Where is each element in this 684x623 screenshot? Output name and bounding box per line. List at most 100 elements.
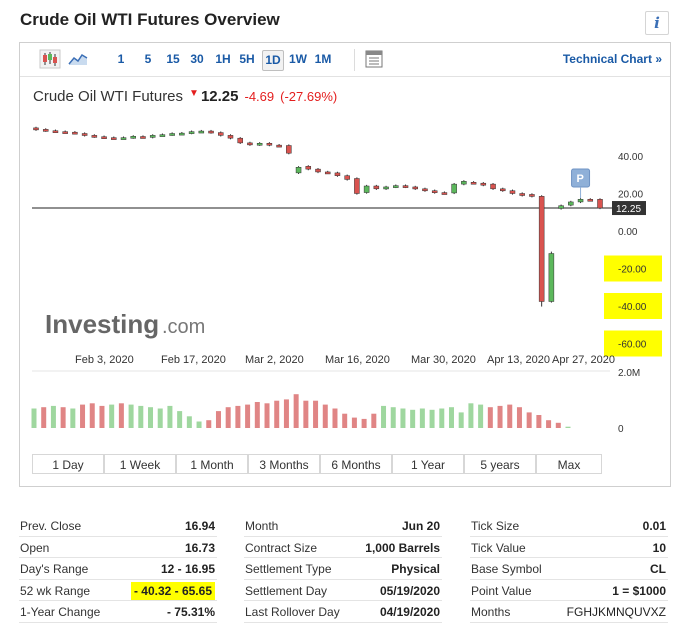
price-chart[interactable]: 40.00 20.00 0.00 -20.00 -40.00 -60.00 12.25 P In…: [20, 43, 670, 486]
candle: [548, 253, 555, 302]
candlestick-chart-icon[interactable]: [39, 49, 61, 69]
interval-button-30[interactable]: 30: [190, 52, 204, 66]
stat-value: 1 = $1000: [612, 583, 666, 598]
technical-chart-link[interactable]: Technical Chart »: [562, 52, 662, 66]
volume-bar: [264, 403, 270, 428]
volume-bar: [351, 417, 357, 428]
range-button-1-day[interactable]: 1 Day: [32, 454, 104, 474]
candle: [373, 185, 380, 190]
interval-button-15[interactable]: 15: [166, 52, 180, 66]
x-tick-label: Feb 17, 2020: [161, 354, 226, 366]
range-button-3-months[interactable]: 3 Months: [248, 454, 320, 474]
stats-column: Prev. Close 16.94 Open 16.73 Day's Range 12 -…: [19, 515, 217, 623]
range-button-1-month[interactable]: 1 Month: [176, 454, 248, 474]
candle: [402, 185, 409, 188]
volume-bar: [536, 415, 542, 428]
candle: [344, 175, 350, 180]
candle: [237, 137, 243, 144]
stat-label: Tick Value: [471, 540, 526, 555]
candle: [149, 135, 156, 138]
toolbar-separator: [354, 49, 355, 71]
stat-value: 0.01: [642, 519, 666, 533]
stat-label: Settlement Type: [245, 562, 332, 577]
volume-bar: [322, 404, 328, 428]
volume-bar: [361, 418, 367, 428]
instrument-name: Crude Oil WTI Futures: [33, 88, 184, 105]
y-tick-label: -40.00: [618, 302, 647, 313]
stat-label: Contract Size: [245, 540, 318, 555]
range-button-1-week[interactable]: 1 Week: [104, 454, 176, 474]
interval-button-1d[interactable]: 1D: [262, 50, 284, 71]
candle: [188, 131, 195, 134]
tick-highlight: [604, 330, 662, 357]
settings-panel-icon[interactable]: [363, 49, 385, 69]
range-button-6-months[interactable]: 6 Months: [320, 454, 392, 474]
area-chart-icon[interactable]: [67, 49, 89, 69]
interval-button-1m[interactable]: 1M: [314, 52, 332, 66]
stats-column: Month Jun 20 Contract Size 1,000 Barrels Set…: [244, 515, 442, 623]
stat-value: 12 - 16.95: [160, 562, 215, 577]
volume-bar: [148, 407, 154, 428]
stat-label: Point Value: [471, 583, 532, 598]
stat-value: Jun 20: [401, 519, 440, 533]
volume-bar: [177, 411, 183, 428]
volume-bar: [283, 399, 289, 428]
price-change-percent: (-27.69%): [280, 89, 338, 104]
interval-button-1w[interactable]: 1W: [289, 52, 307, 66]
stat-value: 10: [652, 540, 666, 555]
range-button-max[interactable]: Max: [536, 454, 602, 474]
candle: [441, 192, 448, 195]
double-chevron-right-icon: »: [655, 52, 662, 66]
candle: [111, 137, 117, 140]
interval-button-1[interactable]: 1: [117, 52, 125, 66]
candle: [587, 199, 594, 202]
candle: [461, 181, 467, 185]
volume-bar: [245, 404, 251, 428]
candle: [509, 190, 516, 194]
volume-bar: [50, 405, 56, 428]
volume-bar: [313, 400, 319, 428]
y-tick-label: -20.00: [618, 265, 647, 276]
stat-value: 16.94: [184, 519, 215, 533]
volume-bar: [458, 412, 464, 428]
stat-value: 04/19/2020: [379, 605, 440, 620]
interval-button-5[interactable]: 5: [144, 52, 152, 66]
volume-bar: [31, 408, 37, 428]
candle: [577, 199, 584, 203]
volume-bar: [215, 411, 221, 428]
candle: [597, 199, 603, 209]
volume-bar: [390, 407, 396, 428]
candle: [227, 135, 234, 139]
y-tick-label: 0.00: [618, 227, 638, 238]
volume-bar: [507, 404, 513, 428]
volume-bar: [293, 394, 299, 428]
stat-value: 16.73: [184, 540, 215, 555]
candle: [529, 194, 535, 197]
info-icon[interactable]: i: [645, 11, 669, 35]
volume-bar: [546, 420, 552, 428]
volume-bar: [516, 407, 522, 428]
candle: [383, 186, 389, 190]
candle: [256, 143, 263, 146]
volume-bar: [429, 409, 435, 428]
stat-value: CL: [650, 562, 666, 577]
stat-label: Settlement Day: [245, 583, 328, 598]
candle: [159, 134, 166, 137]
candle: [451, 183, 457, 194]
volume-bar: [206, 420, 212, 428]
interval-button-1h[interactable]: 1H: [215, 52, 231, 66]
candle: [334, 172, 341, 176]
range-button-5-years[interactable]: 5 years: [464, 454, 536, 474]
volume-bar: [138, 405, 144, 428]
range-button-1-year[interactable]: 1 Year: [392, 454, 464, 474]
candle: [91, 135, 98, 138]
volume-bar: [303, 400, 309, 428]
x-tick-label: Mar 2, 2020: [245, 354, 304, 366]
stat-row: 52 wk Range - 40.32 - 65.65: [19, 580, 217, 602]
stat-label: 52 wk Range: [20, 583, 91, 598]
stat-row: Month Jun 20: [244, 515, 442, 537]
candle: [568, 201, 574, 206]
interval-button-5h[interactable]: 5H: [239, 52, 255, 66]
last-price: 12.25: [200, 88, 239, 105]
stat-label: Base Symbol: [471, 562, 542, 577]
